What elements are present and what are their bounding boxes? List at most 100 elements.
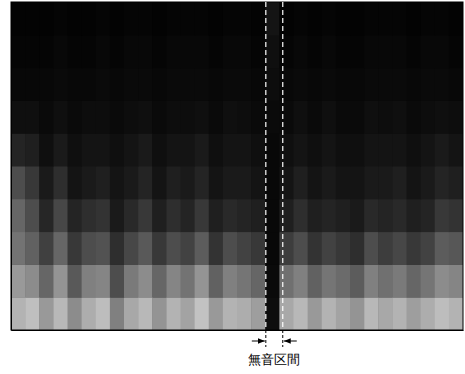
cell [251, 166, 266, 199]
cell [251, 297, 266, 330]
cell [124, 68, 139, 101]
cell [265, 35, 280, 68]
cell [25, 2, 40, 35]
cell [421, 2, 436, 35]
cell [279, 264, 294, 297]
cell [336, 264, 351, 297]
cell [279, 68, 294, 101]
cell [195, 297, 210, 330]
cell [322, 100, 337, 133]
cell [378, 297, 393, 330]
cell [11, 166, 26, 199]
cell [96, 166, 111, 199]
cell [166, 133, 181, 166]
cell [138, 2, 153, 35]
cell [53, 68, 68, 101]
cell [138, 199, 153, 232]
cell [378, 166, 393, 199]
cell [181, 2, 196, 35]
cell [364, 68, 379, 101]
cell [336, 133, 351, 166]
cell [138, 297, 153, 330]
cell [237, 35, 252, 68]
cell [322, 133, 337, 166]
cell [166, 297, 181, 330]
cell [25, 133, 40, 166]
cells [11, 2, 463, 330]
cell [82, 100, 97, 133]
plot-frame [11, 2, 463, 330]
cell [350, 133, 365, 166]
cell [265, 100, 280, 133]
cell [449, 166, 463, 199]
cell [209, 297, 224, 330]
cell [195, 264, 210, 297]
cell [82, 297, 97, 330]
cell [96, 35, 111, 68]
cell [435, 35, 450, 68]
cell [152, 232, 167, 265]
cell [392, 199, 407, 232]
cell [25, 297, 40, 330]
cell [110, 100, 125, 133]
cell [350, 232, 365, 265]
cell [124, 100, 139, 133]
cell [407, 133, 422, 166]
cell [350, 199, 365, 232]
cell [152, 264, 167, 297]
cell [251, 264, 266, 297]
cell [11, 264, 26, 297]
cell [82, 133, 97, 166]
cell [82, 2, 97, 35]
cell [82, 166, 97, 199]
cell [449, 297, 463, 330]
boundary-line-extension [265, 330, 266, 347]
annotation [252, 2, 297, 347]
cell [322, 297, 337, 330]
cell [110, 166, 125, 199]
cell [152, 68, 167, 101]
cell [421, 133, 436, 166]
cell [279, 232, 294, 265]
cell [407, 68, 422, 101]
cell [279, 2, 294, 35]
cell [82, 68, 97, 101]
cell [265, 297, 280, 330]
cell [152, 297, 167, 330]
cell [392, 232, 407, 265]
cell [195, 133, 210, 166]
cell [308, 199, 323, 232]
cell [336, 35, 351, 68]
cell [308, 68, 323, 101]
cell [279, 100, 294, 133]
cell [265, 264, 280, 297]
cell [138, 232, 153, 265]
cell [237, 68, 252, 101]
cell [25, 232, 40, 265]
cell [350, 297, 365, 330]
cell [421, 264, 436, 297]
cell [152, 35, 167, 68]
cell [181, 133, 196, 166]
cell [294, 166, 309, 199]
cell [68, 297, 83, 330]
cell [195, 166, 210, 199]
cell [53, 35, 68, 68]
cell [378, 232, 393, 265]
cell [294, 2, 309, 35]
cell [449, 2, 463, 35]
cell [350, 100, 365, 133]
cell [237, 2, 252, 35]
cell [378, 133, 393, 166]
cell [265, 166, 280, 199]
cell [279, 35, 294, 68]
cell [407, 100, 422, 133]
cell [435, 199, 450, 232]
x-axis [12, 330, 464, 331]
cell [82, 199, 97, 232]
cell [138, 264, 153, 297]
cell [364, 199, 379, 232]
cell [96, 297, 111, 330]
cell [68, 133, 83, 166]
cell [449, 199, 463, 232]
